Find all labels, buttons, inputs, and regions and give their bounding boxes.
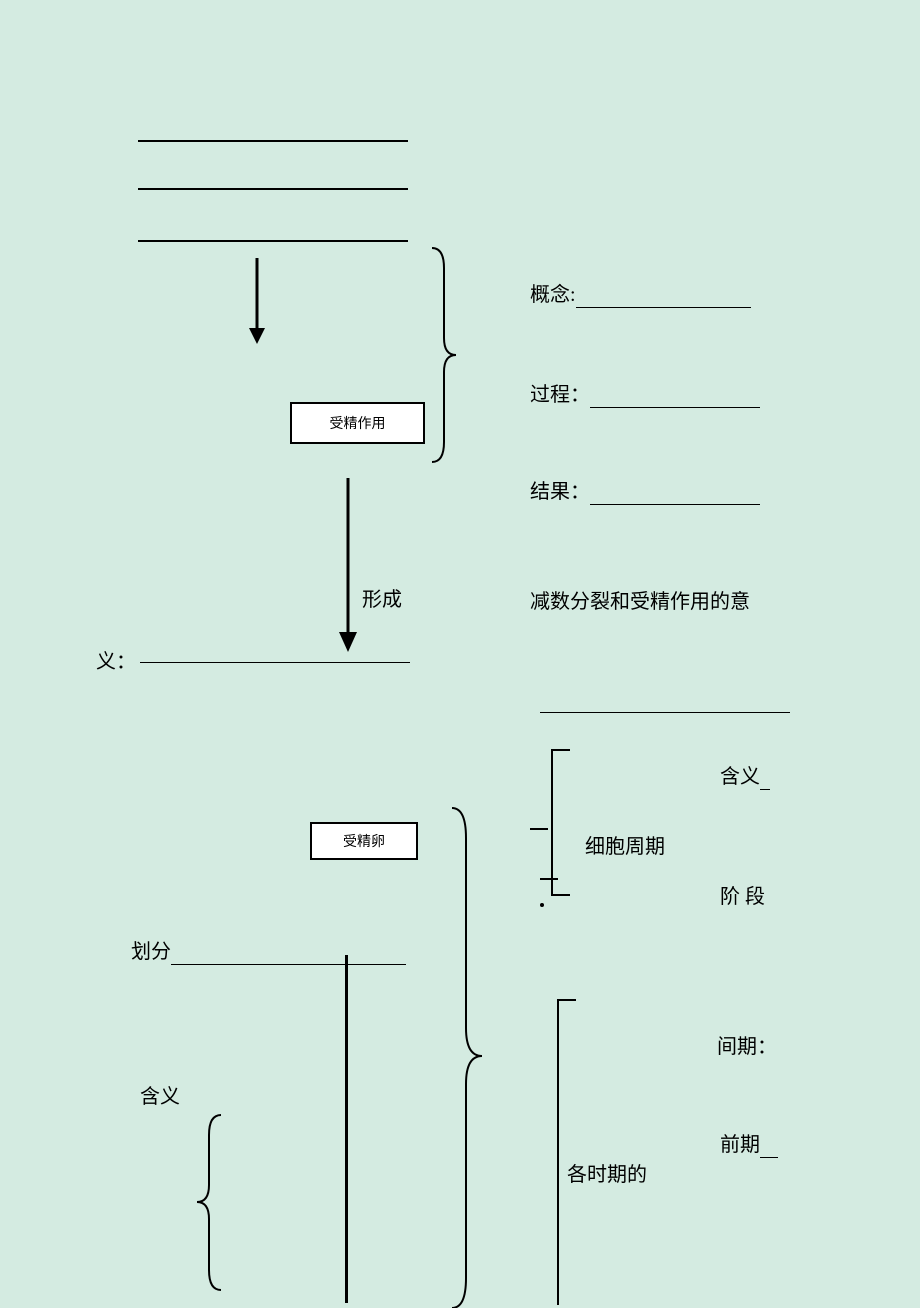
process-label: 过程： bbox=[530, 378, 760, 408]
result-prefix: 结果： bbox=[530, 481, 590, 503]
top-line-1 bbox=[138, 140, 408, 142]
arrow-down-1 bbox=[245, 258, 269, 346]
box-egg: 受精卵 bbox=[310, 822, 418, 860]
brace-main-right bbox=[450, 808, 486, 1308]
hanyi-top-text: 含义 bbox=[720, 766, 760, 788]
prophase-text: 前期 bbox=[720, 1134, 760, 1156]
division-label: 划分 bbox=[131, 935, 406, 965]
meaning-right-label: 减数分裂和受精作用的意 bbox=[530, 585, 750, 614]
brace-top-right bbox=[430, 248, 460, 462]
dash-1 bbox=[530, 828, 548, 830]
prophase-label: 前期 bbox=[720, 1128, 778, 1158]
right-hline bbox=[540, 712, 790, 713]
prophase-underline bbox=[760, 1134, 778, 1158]
arrow-down-2 bbox=[336, 478, 360, 654]
hanyi-top-label: 含义 bbox=[720, 760, 770, 790]
top-line-2 bbox=[138, 188, 408, 190]
concept-label: 概念: bbox=[530, 278, 751, 308]
hanyi-left-label: 含义 bbox=[140, 1080, 180, 1109]
forming-label: 形成 bbox=[362, 583, 402, 612]
division-underline bbox=[171, 941, 406, 965]
dot bbox=[540, 903, 544, 907]
result-label: 结果： bbox=[530, 475, 760, 505]
dash-2 bbox=[540, 878, 558, 880]
meaning-left-label: 义： bbox=[96, 645, 136, 674]
periods-label: 各时期的 bbox=[567, 1158, 647, 1187]
box-egg-text: 受精卵 bbox=[343, 831, 385, 851]
concept-underline bbox=[576, 284, 751, 308]
brace-periods bbox=[556, 1000, 580, 1305]
main-vertical-line bbox=[345, 955, 348, 1303]
top-line-3 bbox=[138, 240, 408, 242]
cell-cycle-label: 细胞周期 bbox=[585, 830, 665, 859]
result-underline bbox=[590, 481, 760, 505]
division-prefix: 划分 bbox=[131, 941, 171, 963]
concept-prefix: 概念: bbox=[530, 284, 576, 306]
process-underline bbox=[590, 384, 760, 408]
meaning-underline bbox=[140, 662, 410, 663]
stage-label: 阶 段 bbox=[720, 880, 765, 909]
box-fertilization-text: 受精作用 bbox=[330, 413, 386, 433]
process-prefix: 过程： bbox=[530, 384, 590, 406]
box-fertilization: 受精作用 bbox=[290, 402, 425, 444]
interphase-label: 间期： bbox=[717, 1030, 777, 1059]
brace-hanyi-left bbox=[195, 1115, 225, 1290]
brace-cell-cycle bbox=[550, 750, 574, 895]
hanyi-top-underline bbox=[760, 766, 770, 790]
